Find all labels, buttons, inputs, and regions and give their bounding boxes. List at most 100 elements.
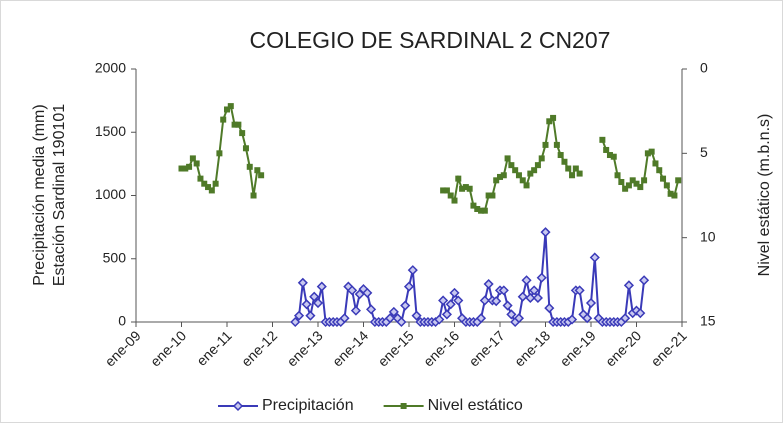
y2-tick-label: 0 <box>700 60 708 76</box>
data-point <box>622 185 629 192</box>
y-tick-label: 0 <box>118 313 126 329</box>
y-tick-label: 1500 <box>95 123 126 139</box>
data-point <box>451 197 458 204</box>
data-point <box>635 308 646 319</box>
data-point <box>227 103 234 110</box>
data-point <box>212 180 219 187</box>
data-point <box>566 314 578 325</box>
data-point <box>231 121 238 128</box>
data-point <box>656 167 663 174</box>
data-point <box>242 145 249 152</box>
data-point <box>462 184 469 191</box>
data-point <box>544 303 555 314</box>
data-point <box>675 177 682 184</box>
data-point <box>523 182 530 189</box>
data-point <box>246 163 253 170</box>
y2-axis-label: Nivel estático (m.b.n.s) <box>756 114 773 277</box>
data-point <box>309 291 320 302</box>
data-point <box>521 275 532 286</box>
data-point <box>504 155 511 162</box>
data-point <box>445 299 456 310</box>
data-point <box>438 295 449 306</box>
data-point <box>652 160 659 167</box>
data-point <box>585 297 597 309</box>
data-point <box>489 192 496 199</box>
data-point <box>538 155 545 162</box>
data-point <box>301 299 312 310</box>
data-point <box>618 179 625 186</box>
data-point <box>531 167 538 174</box>
data-point <box>513 313 525 324</box>
data-point <box>205 184 212 191</box>
data-point <box>620 313 631 324</box>
data-point <box>644 150 651 157</box>
data-point <box>347 285 358 296</box>
data-point <box>339 313 350 324</box>
data-point <box>534 162 541 169</box>
data-point <box>254 167 261 174</box>
data-point <box>434 314 445 325</box>
data-point <box>216 150 223 157</box>
data-point <box>455 175 462 182</box>
data-point <box>440 187 447 194</box>
data-point <box>441 309 452 320</box>
data-point <box>220 116 227 123</box>
data-point <box>186 163 193 170</box>
data-point <box>572 165 579 172</box>
data-point <box>639 275 650 286</box>
data-point <box>350 305 361 316</box>
data-point <box>574 285 585 296</box>
y-tick-label: 1000 <box>95 186 126 202</box>
data-point <box>449 287 460 298</box>
data-point <box>606 152 613 159</box>
data-point <box>561 158 568 165</box>
data-point <box>447 192 454 199</box>
data-point <box>525 292 536 304</box>
data-point <box>569 172 576 179</box>
data-point <box>396 316 407 328</box>
data-point <box>470 202 477 209</box>
data-point <box>599 136 606 143</box>
data-point <box>550 114 557 121</box>
data-point <box>506 309 517 320</box>
data-point <box>610 153 617 160</box>
data-point <box>193 160 200 167</box>
data-point <box>603 146 610 153</box>
data-point <box>305 310 316 321</box>
data-point <box>515 172 522 179</box>
data-point <box>293 310 305 321</box>
data-point <box>519 177 526 184</box>
data-point <box>508 162 515 169</box>
data-point <box>637 184 644 191</box>
data-point <box>557 152 564 159</box>
data-point <box>182 165 189 172</box>
data-point <box>633 180 640 187</box>
data-point <box>474 205 481 212</box>
data-point <box>478 207 485 214</box>
data-point <box>576 170 583 177</box>
data-point <box>443 187 450 194</box>
data-point <box>493 177 500 184</box>
data-point <box>407 265 418 276</box>
data-point <box>384 313 396 324</box>
data-point <box>400 300 411 311</box>
legend-marker <box>232 400 244 412</box>
data-point <box>197 175 204 182</box>
y-axis-label: Precipitación media (mm) <box>31 104 48 285</box>
data-point <box>623 280 634 291</box>
y2-tick-label: 15 <box>700 313 716 329</box>
data-point <box>403 281 415 292</box>
legend-label: Precipitación <box>262 397 354 414</box>
data-point <box>553 141 560 148</box>
data-point <box>625 182 632 189</box>
data-point <box>532 292 543 304</box>
y-tick-label: 500 <box>103 249 127 265</box>
data-point <box>483 278 494 290</box>
data-point <box>224 106 230 113</box>
data-point <box>512 167 519 174</box>
data-point <box>502 300 513 311</box>
legend-label: Nivel estático <box>428 397 523 414</box>
data-point <box>475 313 487 324</box>
data-point <box>411 310 422 321</box>
